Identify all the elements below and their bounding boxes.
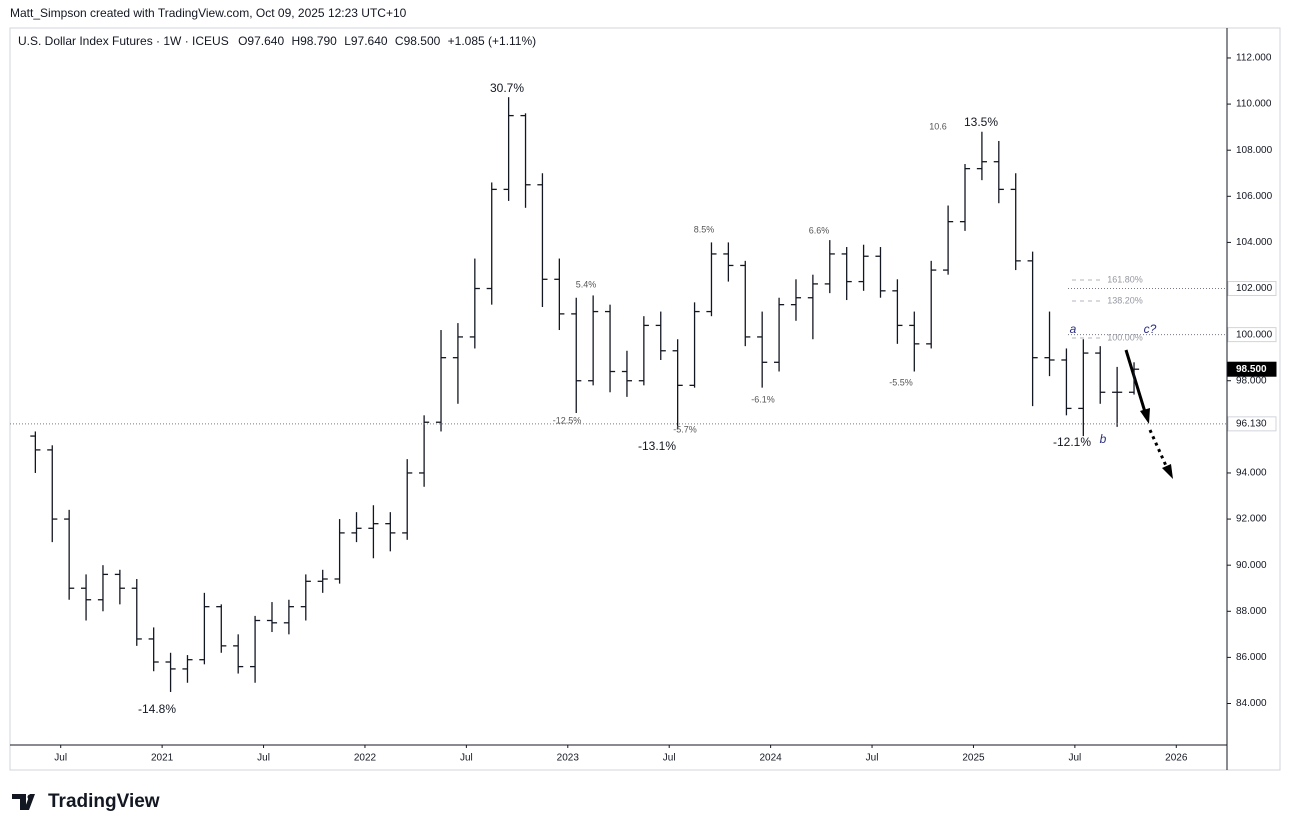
y-tick-label: 92.000 <box>1236 514 1267 525</box>
fib-dashes <box>1072 279 1102 339</box>
frame <box>9 27 1281 771</box>
x-tick-label: Jul <box>54 753 67 764</box>
x-tick-label: 2023 <box>557 753 580 764</box>
annotation: 5.4% <box>576 279 597 289</box>
annotation: b <box>1100 432 1107 446</box>
annotation: -5.7% <box>673 424 697 434</box>
annotation: -12.1% <box>1053 435 1091 449</box>
annotation: 13.5% <box>964 115 998 129</box>
price-box-label: 100.000 <box>1236 329 1273 340</box>
price-box <box>1227 327 1277 343</box>
y-tick-label: 84.000 <box>1236 698 1267 709</box>
y-tick-label: 106.000 <box>1236 191 1273 202</box>
price-box <box>1227 361 1277 377</box>
y-tick-label: 98.000 <box>1236 375 1267 386</box>
annotation: 161.80% <box>1107 274 1143 284</box>
annotation: c? <box>1144 322 1157 336</box>
arrow-head <box>1140 408 1150 424</box>
annotation: -6.1% <box>751 394 775 404</box>
annotation: -14.8% <box>138 702 176 716</box>
ohlc-low: L97.640 <box>344 34 388 48</box>
logo-dot <box>27 794 33 800</box>
logo-text: TradingView <box>48 791 160 812</box>
y-tick-label: 108.000 <box>1236 145 1273 156</box>
annotation: 100.00% <box>1107 332 1143 342</box>
arrow-dotted <box>1148 429 1169 469</box>
forecast-arrows <box>1124 349 1173 479</box>
price-box <box>1227 281 1277 297</box>
x-tick-label: 2024 <box>760 753 783 764</box>
annotation: 138.20% <box>1107 295 1143 305</box>
annotation: 8.5% <box>694 224 715 234</box>
y-tick-label: 94.000 <box>1236 468 1267 479</box>
annotation: -12.5% <box>553 415 582 425</box>
x-tick-label: Jul <box>866 753 879 764</box>
x-tick-label: 2021 <box>151 753 174 764</box>
annotation: -13.1% <box>638 439 676 453</box>
y-tick-label: 112.000 <box>1236 53 1272 64</box>
annotation: 6.6% <box>809 225 830 235</box>
price-box-label: 98.500 <box>1236 364 1267 375</box>
symbol: U.S. Dollar Index Futures · 1W · ICEUS <box>18 34 229 48</box>
ohlc-open: O97.640 <box>238 34 284 48</box>
arrow-head <box>1162 464 1173 479</box>
x-tick-label: Jul <box>663 753 676 764</box>
annotation: -5.5% <box>889 377 913 387</box>
logo: TradingView <box>12 791 160 812</box>
x-tick-label: Jul <box>257 753 270 764</box>
y-tick-label: 90.000 <box>1236 560 1267 571</box>
x-tick-label: 2025 <box>962 753 985 764</box>
x-tick-label: Jul <box>460 753 473 764</box>
price-box <box>1227 416 1277 432</box>
ohlc-close: C98.500 <box>395 34 441 48</box>
y-tick-label: 86.000 <box>1236 652 1267 663</box>
ohlc-change: +1.085 (+1.11%) <box>448 34 537 48</box>
y-tick-label: 104.000 <box>1236 237 1273 248</box>
y-tick-label: 88.000 <box>1236 606 1267 617</box>
ohlc-high: H98.790 <box>291 34 337 48</box>
header: Matt_Simpson created with TradingView.co… <box>10 6 407 20</box>
legend: U.S. Dollar Index Futures · 1W · ICEUS O… <box>18 34 536 48</box>
price-box-label: 102.000 <box>1236 283 1273 294</box>
price-box-label: 96.130 <box>1236 418 1267 429</box>
x-tick-label: Jul <box>1068 753 1081 764</box>
x-tick-label: 2022 <box>354 753 377 764</box>
y-tick-label: 110.000 <box>1236 99 1272 110</box>
x-tick-label: 2026 <box>1165 753 1188 764</box>
annotation: a <box>1070 322 1077 336</box>
annotation: 30.7% <box>490 81 524 95</box>
arrow-solid <box>1124 349 1147 413</box>
annotation: 10.6 <box>929 121 947 131</box>
